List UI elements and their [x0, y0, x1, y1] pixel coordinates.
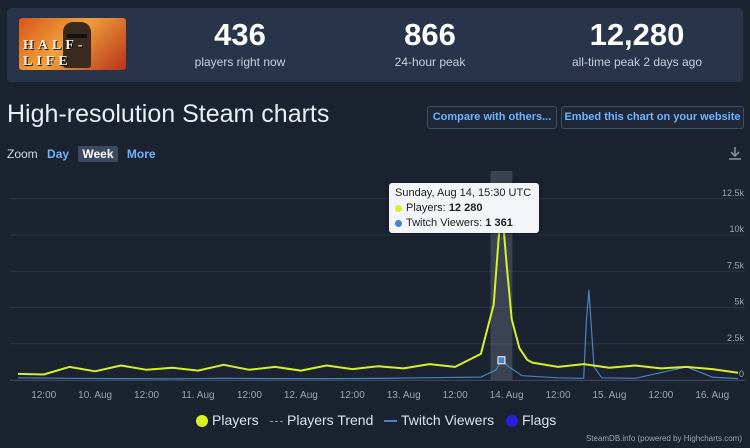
- legend-trend-label: Players Trend: [287, 412, 374, 428]
- y-tick-label: 7.5k: [727, 260, 745, 270]
- legend-flags[interactable]: Flags: [506, 412, 556, 428]
- stat-label: players right now: [194, 55, 286, 69]
- stat-players-now: 436 players right now: [175, 17, 305, 70]
- y-tick-label: 5k: [734, 297, 744, 307]
- character-figure: [63, 22, 91, 68]
- stat-24h-peak: 866 24-hour peak: [365, 17, 495, 70]
- zoom-day-button[interactable]: Day: [47, 147, 70, 161]
- tooltip-players-value: 12 280: [448, 202, 483, 214]
- legend-players-label: Players: [212, 412, 259, 428]
- y-tick-label: 0: [739, 369, 744, 379]
- page-title: High-resolution Steam charts: [7, 100, 330, 128]
- tooltip-viewers-value: 1 361: [485, 217, 513, 229]
- download-icon[interactable]: [728, 146, 742, 160]
- zoom-controls: Zoom Day Week More: [7, 146, 162, 162]
- legend-players[interactable]: Players: [196, 412, 259, 428]
- chart-tooltip: Sunday, Aug 14, 15:30 UTC Players: 12 28…: [389, 183, 539, 233]
- tooltip-players-row: Players: 12 280: [395, 202, 533, 214]
- stat-label: 24-hour peak: [394, 55, 466, 69]
- x-tick-label: 13. Aug: [387, 390, 421, 401]
- chart-credit[interactable]: SteamDB.info (powered by Highcharts.com): [585, 434, 742, 443]
- game-logo: HALF-LIFE: [23, 38, 87, 69]
- embed-button[interactable]: Embed this chart on your website: [561, 106, 744, 129]
- x-tick-label: 15. Aug: [592, 390, 626, 401]
- twitch-legend-icon: [384, 420, 397, 423]
- stat-value: 866: [404, 17, 456, 52]
- viewers-dot-icon: [395, 219, 402, 227]
- tooltip-date: Sunday, Aug 14, 15:30 UTC: [395, 187, 532, 199]
- zoom-label: Zoom: [7, 147, 38, 161]
- x-tick-label: 12:00: [340, 390, 365, 401]
- game-thumbnail[interactable]: HALF-LIFE: [19, 18, 126, 70]
- flags-legend-icon: [506, 415, 518, 428]
- x-tick-label: 16. Aug: [695, 390, 729, 401]
- players-series-line: [17, 200, 739, 376]
- legend-players-trend[interactable]: Players Trend: [270, 412, 373, 428]
- x-tick-label: 12:00: [31, 390, 56, 401]
- players-dot-icon: [395, 204, 402, 212]
- legend-flags-label: Flags: [522, 412, 557, 428]
- legend-twitch-viewers[interactable]: Twitch Viewers: [384, 412, 494, 428]
- y-tick-label: 2.5k: [727, 333, 745, 343]
- tooltip-viewers-row: Twitch Viewers: 1 361: [395, 217, 533, 229]
- stat-value: 12,280: [589, 17, 685, 52]
- stat-all-time-peak: 12,280 all-time peak 2 days ago: [552, 17, 722, 70]
- tooltip-viewers-label: Twitch Viewers:: [406, 217, 483, 229]
- stat-label: all-time peak 2 days ago: [571, 55, 703, 69]
- x-tick-label: 14. Aug: [490, 390, 524, 401]
- trend-legend-icon: [270, 420, 283, 422]
- stat-value: 436: [214, 17, 266, 52]
- y-tick-label: 10k: [729, 224, 744, 234]
- x-tick-label: 12. Aug: [284, 390, 318, 401]
- x-tick-label: 12:00: [443, 390, 468, 401]
- player-chart[interactable]: 0 2.5k 5k 7.5k 10k 12.5k 12:00 10. Aug 12:00 11. …: [0, 165, 750, 405]
- x-tick-label: 12:00: [237, 390, 262, 401]
- twitch-highlight-point: [497, 356, 506, 365]
- tooltip-players-label: Players:: [406, 202, 446, 214]
- x-tick-label: 12:00: [545, 390, 570, 401]
- x-tick-label: 11. Aug: [181, 390, 214, 401]
- glasses-graphic: [67, 34, 87, 38]
- players-legend-icon: [196, 415, 208, 428]
- zoom-more-button[interactable]: More: [126, 147, 156, 161]
- x-tick-label: 10. Aug: [78, 390, 112, 401]
- zoom-week-button[interactable]: Week: [78, 146, 118, 162]
- x-tick-label: 12:00: [134, 390, 159, 401]
- x-tick-label: 12:00: [648, 390, 673, 401]
- y-tick-label: 12.5k: [722, 188, 745, 198]
- stats-bar: HALF-LIFE 436 players right now 866 24-h…: [7, 8, 743, 82]
- compare-button[interactable]: Compare with others...: [427, 106, 557, 129]
- legend-twitch-label: Twitch Viewers: [401, 412, 495, 428]
